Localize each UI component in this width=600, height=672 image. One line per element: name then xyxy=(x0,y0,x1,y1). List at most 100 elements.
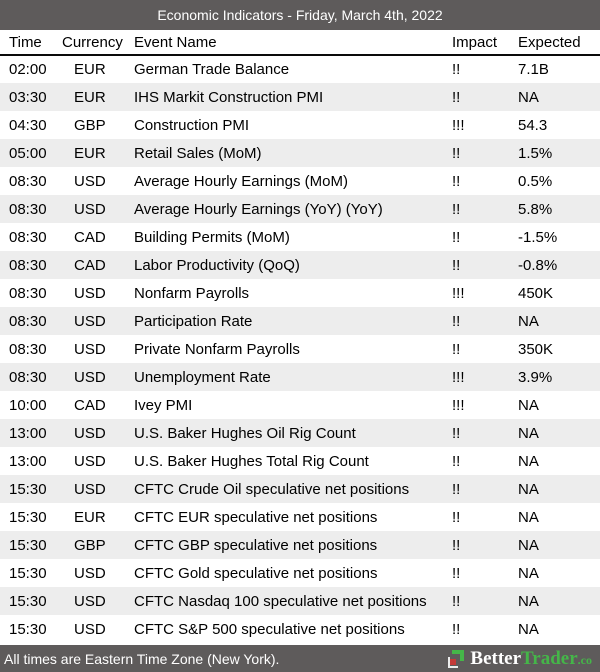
cell-time: 13:00 xyxy=(9,452,47,470)
cell-currency: USD xyxy=(74,592,106,610)
cell-time: 08:30 xyxy=(9,368,47,386)
cell-expected: NA xyxy=(518,536,539,554)
cell-time: 15:30 xyxy=(9,508,47,526)
cell-expected: 3.9% xyxy=(518,368,553,386)
cell-impact: !! xyxy=(452,144,461,162)
cell-expected: 350K xyxy=(518,340,554,358)
cell-expected: -0.8% xyxy=(518,256,558,274)
cell-event-name: Labor Productivity (QoQ) xyxy=(134,256,300,274)
cell-impact: !! xyxy=(452,200,461,218)
brand-name-better: Better xyxy=(470,648,522,669)
table-row: 13:00 USD U.S. Baker Hughes Total Rig Co… xyxy=(0,447,600,475)
cell-expected: 1.5% xyxy=(518,144,553,162)
cell-expected: NA xyxy=(518,424,539,442)
cell-expected: NA xyxy=(518,312,539,330)
cell-currency: GBP xyxy=(74,116,106,134)
column-header-currency: Currency xyxy=(60,30,130,56)
cell-time: 15:30 xyxy=(9,620,47,638)
cell-expected: NA xyxy=(518,564,539,582)
timezone-note: All times are Eastern Time Zone (New Yor… xyxy=(4,650,280,667)
cell-impact: !! xyxy=(452,620,461,638)
cell-time: 08:30 xyxy=(9,284,47,302)
table-row: 08:30 USD Nonfarm Payrolls !!! 450K xyxy=(0,279,600,307)
cell-currency: EUR xyxy=(74,144,106,162)
cell-time: 15:30 xyxy=(9,536,47,554)
cell-currency: EUR xyxy=(74,88,106,106)
cell-time: 15:30 xyxy=(9,564,47,582)
table-row: 13:00 USD U.S. Baker Hughes Oil Rig Coun… xyxy=(0,419,600,447)
cell-event-name: U.S. Baker Hughes Total Rig Count xyxy=(134,452,369,470)
brand-name-trader: Trader xyxy=(521,648,578,669)
cell-currency: USD xyxy=(74,564,106,582)
cell-time: 08:30 xyxy=(9,172,47,190)
cell-impact: !! xyxy=(452,424,461,442)
cell-event-name: CFTC GBP speculative net positions xyxy=(134,536,378,554)
cell-expected: 0.5% xyxy=(518,172,553,190)
cell-expected: NA xyxy=(518,452,539,470)
cell-time: 13:00 xyxy=(9,424,47,442)
cell-impact: !! xyxy=(452,508,461,526)
cell-time: 10:00 xyxy=(9,396,47,414)
cell-time: 04:30 xyxy=(9,116,47,134)
cell-expected: NA xyxy=(518,592,539,610)
cell-time: 08:30 xyxy=(9,312,47,330)
cell-expected: NA xyxy=(518,620,539,638)
table-row: 08:30 USD Average Hourly Earnings (YoY) … xyxy=(0,195,600,223)
cell-time: 08:30 xyxy=(9,256,47,274)
cell-event-name: Nonfarm Payrolls xyxy=(134,284,250,302)
table-row: 15:30 EUR CFTC EUR speculative net posit… xyxy=(0,503,600,531)
cell-impact: !! xyxy=(452,228,461,246)
cell-impact: !! xyxy=(452,480,461,498)
table-row: 05:00 EUR Retail Sales (MoM) !! 1.5% xyxy=(0,139,600,167)
bettertrader-logo: Better Trader .co xyxy=(447,649,592,668)
cell-currency: EUR xyxy=(74,508,106,526)
cell-event-name: Average Hourly Earnings (YoY) (YoY) xyxy=(134,200,383,218)
cell-time: 08:30 xyxy=(9,228,47,246)
cell-time: 03:30 xyxy=(9,88,47,106)
cell-event-name: IHS Markit Construction PMI xyxy=(134,88,324,106)
cell-time: 15:30 xyxy=(9,592,47,610)
cell-impact: !! xyxy=(452,312,461,330)
cell-time: 08:30 xyxy=(9,200,47,218)
table-row: 08:30 CAD Building Permits (MoM) !! -1.5… xyxy=(0,223,600,251)
cell-event-name: CFTC Crude Oil speculative net positions xyxy=(134,480,410,498)
table-row: 15:30 USD CFTC S&P 500 speculative net p… xyxy=(0,615,600,643)
column-header-time: Time xyxy=(0,30,60,56)
cell-time: 08:30 xyxy=(9,340,47,358)
cell-currency: USD xyxy=(74,340,106,358)
cell-expected: NA xyxy=(518,480,539,498)
page-title: Economic Indicators - Friday, March 4th,… xyxy=(157,7,443,23)
cell-event-name: Average Hourly Earnings (MoM) xyxy=(134,172,348,190)
header-row: Time Currency Event Name Impact Expected xyxy=(0,30,600,56)
cell-event-name: Building Permits (MoM) xyxy=(134,228,290,246)
cell-impact: !! xyxy=(452,61,461,78)
cell-time: 02:00 xyxy=(9,61,47,78)
table-row: 08:30 USD Unemployment Rate !!! 3.9% xyxy=(0,363,600,391)
cell-currency: USD xyxy=(74,452,106,470)
table-row: 15:30 GBP CFTC GBP speculative net posit… xyxy=(0,531,600,559)
cell-currency: CAD xyxy=(74,256,106,274)
cell-event-name: Construction PMI xyxy=(134,116,250,134)
cell-event-name: CFTC EUR speculative net positions xyxy=(134,508,378,526)
cell-expected: -1.5% xyxy=(518,228,558,246)
cell-event-name: Participation Rate xyxy=(134,312,253,330)
cell-expected: NA xyxy=(518,88,539,106)
column-header-event: Event Name xyxy=(130,30,450,56)
cell-impact: !! xyxy=(452,452,461,470)
title-bar: Economic Indicators - Friday, March 4th,… xyxy=(0,0,600,30)
cell-impact: !! xyxy=(452,88,461,106)
cell-impact: !!! xyxy=(452,368,465,386)
cell-currency: USD xyxy=(74,368,106,386)
table-row: 04:30 GBP Construction PMI !!! 54.3 xyxy=(0,111,600,139)
cell-expected: 7.1B xyxy=(518,61,549,78)
brand-domain-suffix: .co xyxy=(577,653,592,667)
cell-currency: USD xyxy=(74,480,106,498)
table-row: 08:30 USD Private Nonfarm Payrolls !! 35… xyxy=(0,335,600,363)
cell-impact: !! xyxy=(452,592,461,610)
cell-event-name: CFTC Gold speculative net positions xyxy=(134,564,378,582)
column-header-impact: Impact xyxy=(450,30,516,56)
cell-currency: USD xyxy=(74,200,106,218)
events-table: Time Currency Event Name Impact Expected… xyxy=(0,30,600,643)
cell-event-name: Ivey PMI xyxy=(134,396,193,414)
cell-currency: EUR xyxy=(74,61,106,78)
